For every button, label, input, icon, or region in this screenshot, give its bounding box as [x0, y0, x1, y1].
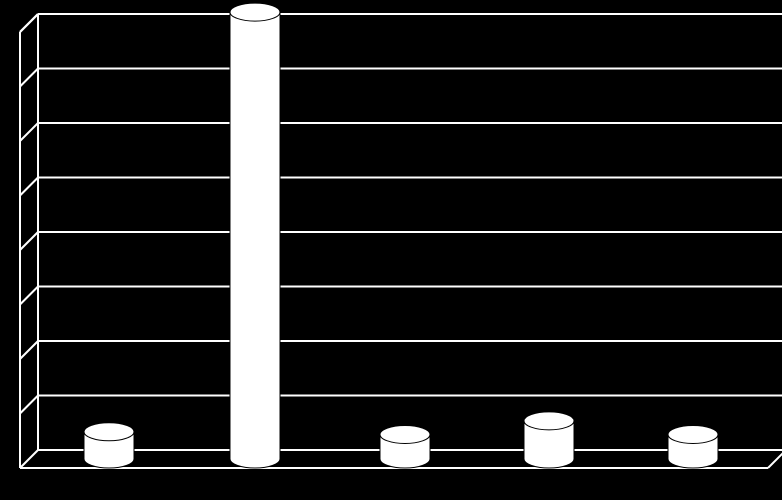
- chart-svg: [0, 0, 782, 500]
- chart-3d-bar: [0, 0, 782, 500]
- bar-cylinder: [84, 423, 134, 468]
- bar-cylinder: [524, 412, 574, 468]
- bar-cylinder: [230, 3, 280, 468]
- bar-cylinder: [668, 425, 718, 468]
- bar-cylinder: [380, 425, 430, 468]
